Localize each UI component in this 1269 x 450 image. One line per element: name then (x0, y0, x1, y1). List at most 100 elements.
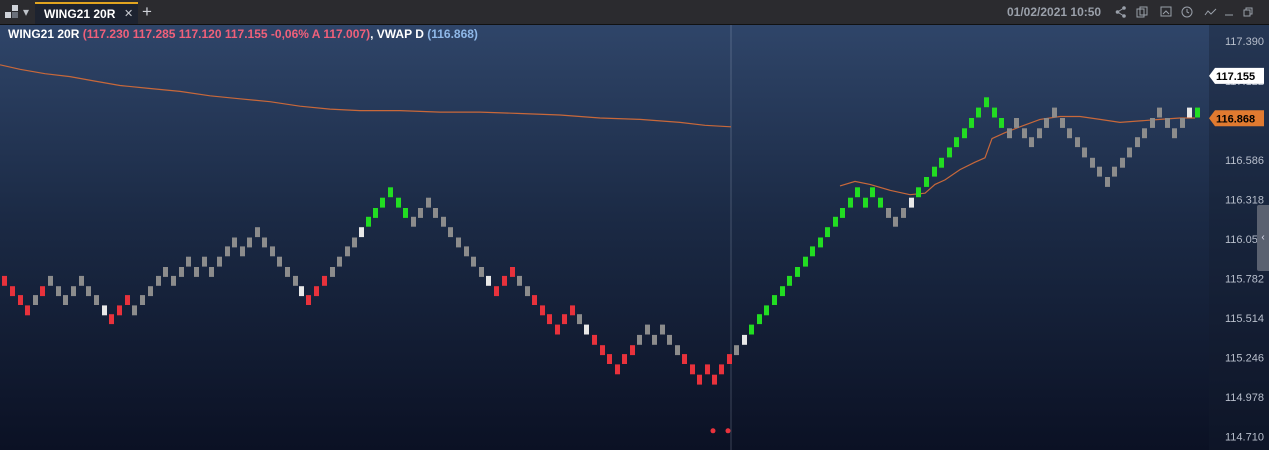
renko-brick (734, 345, 739, 356)
legend-ohlc: (117.230 117.285 117.120 117.155 -0,06% … (82, 27, 371, 41)
renko-brick (322, 275, 327, 286)
renko-brick (486, 275, 491, 286)
renko-brick (901, 208, 906, 218)
restore-icon[interactable] (1241, 0, 1255, 24)
renko-chart[interactable]: 117.390117.122116.854116.586116.318116.0… (0, 25, 1269, 450)
renko-brick (667, 334, 672, 345)
datetime-label: 01/02/2021 10:50 (1007, 5, 1102, 19)
renko-brick (984, 97, 989, 108)
renko-brick (299, 286, 304, 297)
renko-brick (992, 107, 997, 118)
renko-brick (2, 275, 7, 286)
renko-brick (592, 334, 597, 345)
renko-brick (818, 237, 823, 248)
copy-icon[interactable] (1134, 0, 1150, 24)
renko-brick (1029, 137, 1034, 148)
renko-brick (810, 246, 815, 257)
renko-brick (225, 246, 230, 257)
renko-brick (255, 227, 260, 238)
renko-brick (855, 187, 860, 198)
renko-brick (502, 275, 507, 286)
renko-brick (240, 246, 245, 257)
chart-area[interactable]: 117.390117.122116.854116.586116.318116.0… (0, 25, 1269, 450)
close-icon[interactable]: ✕ (124, 8, 134, 20)
renko-brick (1052, 107, 1057, 118)
renko-brick (163, 267, 168, 277)
renko-brick (79, 275, 84, 286)
renko-brick (705, 364, 710, 375)
layout-icon[interactable] (3, 0, 21, 24)
legend-vwap-value: (116.868) (427, 27, 478, 41)
renko-brick (71, 286, 76, 297)
renko-brick (1112, 166, 1117, 177)
renko-brick (886, 208, 891, 218)
renko-brick (330, 267, 335, 277)
renko-brick (600, 345, 605, 356)
renko-brick (140, 295, 145, 305)
renko-brick (870, 187, 875, 198)
vwap-price-label: 116.868 (1216, 113, 1255, 125)
renko-brick (727, 354, 732, 364)
renko-brick (1014, 118, 1019, 128)
last-price-tag (1209, 67, 1264, 84)
renko-brick (156, 275, 161, 286)
renko-brick (359, 227, 364, 238)
renko-brick (547, 314, 552, 325)
y-tick-label: 117.390 (1225, 36, 1264, 48)
renko-brick (1082, 147, 1087, 158)
renko-brick (1097, 166, 1102, 177)
renko-brick (742, 334, 747, 345)
image-icon[interactable] (1158, 0, 1174, 24)
renko-brick (540, 305, 545, 316)
renko-brick (1090, 157, 1095, 168)
renko-brick (132, 305, 137, 316)
renko-brick (1180, 118, 1185, 128)
renko-brick (441, 216, 446, 227)
renko-brick (1067, 128, 1072, 139)
renko-brick (380, 197, 385, 208)
renko-brick (352, 237, 357, 248)
renko-brick (615, 364, 620, 375)
minimize-icon[interactable] (1222, 0, 1236, 24)
renko-brick (630, 345, 635, 356)
renko-brick (345, 246, 350, 257)
renko-brick (1060, 118, 1065, 128)
renko-brick (840, 208, 845, 218)
renko-brick (1037, 128, 1042, 139)
renko-brick (562, 314, 567, 325)
renko-brick (426, 197, 431, 208)
renko-brick (916, 187, 921, 198)
collapse-panel-handle[interactable]: ‹ (1257, 205, 1269, 271)
renko-brick (33, 295, 38, 305)
clock-icon[interactable] (1179, 0, 1195, 24)
tab-wing21[interactable]: WING21 20R ✕ (35, 2, 138, 24)
renko-brick (1195, 107, 1200, 118)
renko-brick (388, 187, 393, 198)
renko-brick (1127, 147, 1132, 158)
renko-brick (863, 197, 868, 208)
renko-brick (373, 208, 378, 218)
renko-brick (772, 295, 777, 305)
renko-brick (25, 305, 30, 316)
chevron-down-icon[interactable]: ▾ (22, 5, 30, 19)
renko-brick (209, 267, 214, 277)
renko-brick (1007, 128, 1012, 139)
renko-brick (314, 286, 319, 297)
renko-brick (757, 314, 762, 325)
renko-brick (749, 324, 754, 335)
renko-brick (217, 256, 222, 267)
renko-brick (1157, 107, 1162, 118)
renko-brick (1044, 118, 1049, 128)
add-tab-button[interactable]: + (142, 2, 152, 21)
renko-brick (962, 128, 967, 139)
renko-brick (780, 286, 785, 297)
renko-brick (1165, 118, 1170, 128)
renko-brick (719, 364, 724, 375)
indicator-icon[interactable] (1202, 0, 1218, 24)
renko-brick (448, 227, 453, 238)
renko-brick (1187, 107, 1192, 118)
renko-brick (337, 256, 342, 267)
share-icon[interactable] (1113, 0, 1129, 24)
renko-brick (247, 237, 252, 248)
y-tick-label: 114.710 (1225, 432, 1264, 444)
